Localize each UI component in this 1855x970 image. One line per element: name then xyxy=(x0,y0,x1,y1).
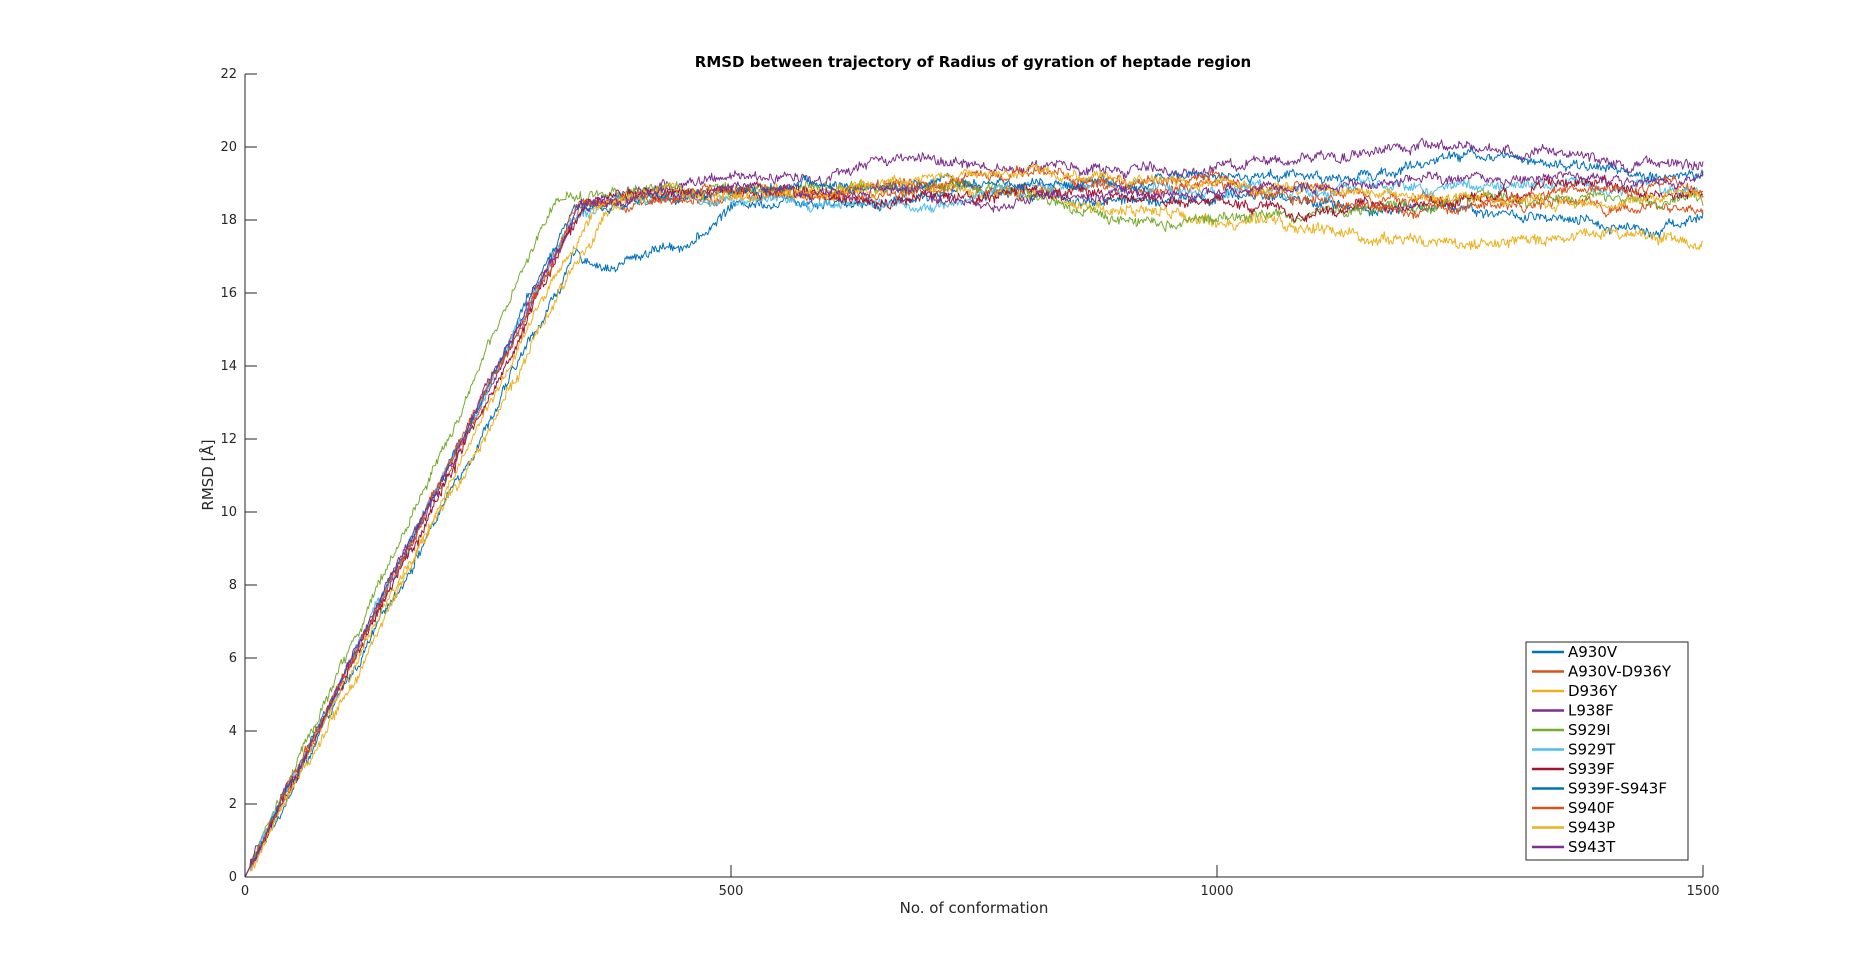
series-line-s939f-s943f xyxy=(244,147,1704,878)
legend-label: S929T xyxy=(1568,741,1616,759)
legend-label: A930V xyxy=(1568,643,1618,661)
series-layer xyxy=(244,137,1704,878)
y-tick-label: 18 xyxy=(220,213,237,228)
legend-box xyxy=(1525,641,1689,861)
series-line-s943p xyxy=(244,163,1704,878)
y-tick-label: 16 xyxy=(220,286,237,301)
y-tick-label: 20 xyxy=(220,140,237,155)
legend-label: S939F-S943F xyxy=(1568,780,1667,798)
series-line-a930v xyxy=(244,179,1704,878)
y-tick-label: 6 xyxy=(229,651,237,666)
legend: A930VA930V-D936YD936YL938FS929IS929TS939… xyxy=(1525,641,1689,861)
y-tick-label: 2 xyxy=(229,797,237,812)
y-tick-label: 14 xyxy=(220,359,237,374)
plot-area: 0 500 1000 1500 0 2 4 6 8 10 12 14 16 18 20 22 xyxy=(220,67,1719,899)
x-tick-label: 500 xyxy=(719,884,744,899)
y-axis-label: RMSD [Å] xyxy=(198,439,217,510)
legend-label: S943P xyxy=(1568,819,1615,837)
y-tick-label: 0 xyxy=(229,870,237,885)
legend-label: S943T xyxy=(1568,838,1616,856)
y-ticks: 0 2 4 6 8 10 12 14 16 18 20 22 xyxy=(220,67,257,885)
y-tick-label: 8 xyxy=(229,578,237,593)
legend-items: A930VA930V-D936YD936YL938FS929IS929TS939… xyxy=(1532,643,1672,856)
y-tick-label: 22 xyxy=(220,67,237,82)
chart-title: RMSD between trajectory of Radius of gyr… xyxy=(695,53,1251,71)
x-tick-label: 0 xyxy=(241,884,249,899)
x-tick-label: 1000 xyxy=(1200,884,1233,899)
legend-label: S939F xyxy=(1568,760,1615,778)
series-line-s929i xyxy=(244,177,1704,878)
series-line-l938f xyxy=(244,137,1704,878)
y-tick-label: 10 xyxy=(220,505,237,520)
series-line-s939f xyxy=(244,174,1704,878)
x-tick-label: 1500 xyxy=(1686,884,1719,899)
legend-label: S929I xyxy=(1568,721,1611,739)
x-axis-label: No. of conformation xyxy=(900,899,1049,917)
axes: 0 500 1000 1500 0 2 4 6 8 10 12 14 16 18 20 22 xyxy=(220,67,1719,899)
series-line-s943t xyxy=(244,171,1704,878)
series-line-s929t xyxy=(244,176,1704,878)
legend-label: A930V-D936Y xyxy=(1568,663,1672,681)
legend-label: D936Y xyxy=(1568,682,1618,700)
x-ticks: 0 500 1000 1500 xyxy=(241,865,1720,899)
series-line-d936y xyxy=(244,180,1704,878)
series-line-a930v-d936y xyxy=(244,178,1704,878)
y-tick-label: 12 xyxy=(220,432,237,447)
legend-label: L938F xyxy=(1568,702,1614,720)
series-line-s940f xyxy=(244,165,1704,878)
legend-label: S940F xyxy=(1568,799,1615,817)
y-tick-label: 4 xyxy=(229,724,237,739)
